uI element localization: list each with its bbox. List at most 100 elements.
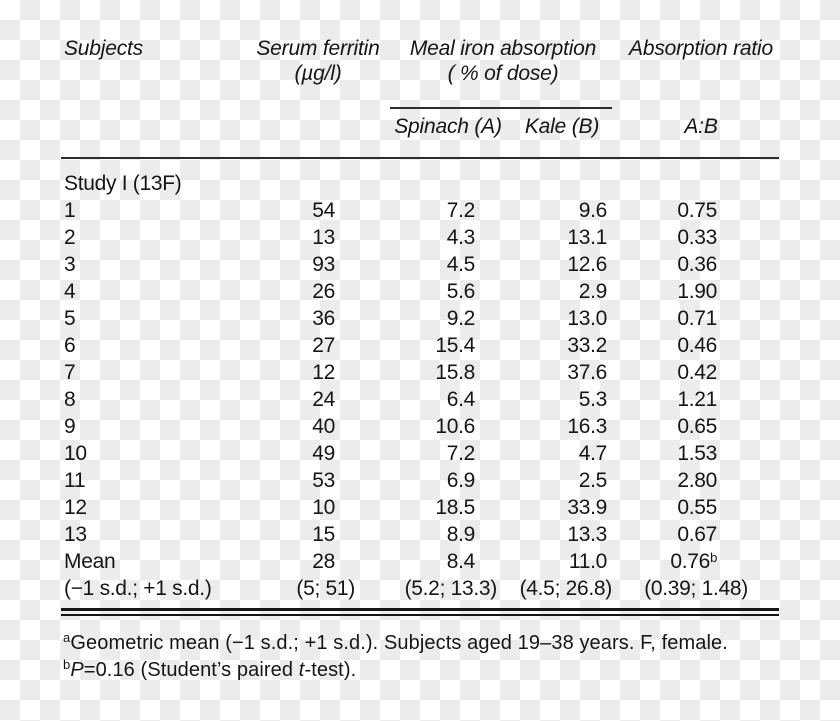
group-label: Study I (13F) bbox=[64, 172, 182, 195]
spacer-cell bbox=[717, 224, 779, 251]
spacer-cell bbox=[717, 278, 779, 305]
spinach-value: 8.9 bbox=[446, 523, 476, 546]
ferritin-value: 13 bbox=[312, 226, 335, 249]
kale-value: 5.3 bbox=[578, 388, 608, 411]
ratio-value: (0.39; 1.48) bbox=[644, 577, 748, 600]
spacer-cell bbox=[717, 548, 779, 575]
spinach-value: 6.9 bbox=[446, 469, 476, 492]
kale-value: 12.6 bbox=[567, 253, 607, 276]
subject-cell: 8 bbox=[64, 388, 76, 411]
kale-value: 11.0 bbox=[568, 550, 607, 573]
spinach-value: 9.2 bbox=[446, 307, 476, 330]
spinach-value: 8.4 bbox=[446, 550, 476, 573]
kale-value: 13.3 bbox=[567, 523, 607, 546]
spacer-cell bbox=[717, 251, 779, 278]
spinach-value: 18.5 bbox=[435, 496, 475, 519]
kale-value: 16.3 bbox=[567, 415, 607, 438]
ferritin-value: 53 bbox=[312, 469, 335, 492]
subject-cell: 4 bbox=[64, 280, 76, 303]
spinach-value: 7.2 bbox=[446, 199, 476, 222]
subject-cell: 7 bbox=[64, 361, 76, 384]
footnote-b-marker: b bbox=[63, 657, 71, 672]
bottom-rule-thick bbox=[61, 608, 779, 611]
spacer-cell bbox=[717, 467, 779, 494]
table-row: 1 54 7.2 9.6 0.75 bbox=[61, 197, 779, 224]
serum-ferritin-line1: Serum ferritin bbox=[256, 37, 380, 60]
ratio-value: 0.75 bbox=[677, 199, 717, 222]
bottom-rule-thin bbox=[61, 614, 779, 616]
footnote-b-text: =0.16 (Student’s paired bbox=[83, 659, 299, 681]
kale-value: 9.6 bbox=[578, 199, 608, 222]
subject-cell: 6 bbox=[64, 334, 76, 357]
ratio-value: 0.33 bbox=[677, 226, 717, 249]
spacer-cell bbox=[717, 197, 779, 224]
meal-iron-spanner-rule bbox=[390, 107, 612, 109]
ferritin-value: 36 bbox=[312, 307, 335, 330]
kale-value: 4.7 bbox=[578, 442, 608, 465]
footnote-b: bP=0.16 (Student’s paired t-test). bbox=[63, 658, 356, 683]
table-row: 9 40 10.6 16.3 0.65 bbox=[61, 413, 779, 440]
spacer-cell bbox=[717, 332, 779, 359]
serum-ferritin-unit: (µg/l) bbox=[294, 62, 342, 85]
footnote-a: aGeometric mean (−1 s.d.; +1 s.d.). Subj… bbox=[63, 631, 728, 656]
table-row: 3 93 4.5 12.6 0.36 bbox=[61, 251, 779, 278]
spacer-cell bbox=[717, 386, 779, 413]
ferritin-value: 10 bbox=[312, 496, 335, 519]
ratio-value: 0.76b bbox=[670, 550, 717, 573]
footnote-b-end: -test). bbox=[304, 659, 357, 681]
ratio-value: 0.36 bbox=[677, 253, 717, 276]
ferritin-value: 54 bbox=[312, 199, 335, 222]
ferritin-value: (5; 51) bbox=[296, 577, 355, 600]
subject-cell: Mean bbox=[64, 550, 116, 573]
spacer-cell bbox=[717, 413, 779, 440]
ratio-value: 1.90 bbox=[677, 280, 717, 303]
spinach-value: 4.3 bbox=[446, 226, 476, 249]
footnote-b-tvar: t bbox=[298, 659, 305, 681]
table-row: 11 53 6.9 2.5 2.80 bbox=[61, 467, 779, 494]
spinach-value: 5.6 bbox=[446, 280, 476, 303]
results-table: Subjects Serum ferritin (µg/l) Meal iron… bbox=[61, 0, 779, 721]
kale-value: (4.5; 26.8) bbox=[519, 577, 613, 600]
kale-value: 13.0 bbox=[567, 307, 607, 330]
spinach-value: 4.5 bbox=[446, 253, 476, 276]
spacer-cell bbox=[717, 359, 779, 386]
ratio-value: 0.67 bbox=[677, 523, 717, 546]
footnote-b-pvar: P bbox=[70, 659, 84, 681]
subject-cell: 5 bbox=[64, 307, 76, 330]
ratio-value: 0.71 bbox=[677, 307, 717, 330]
table-row: 6 27 15.4 33.2 0.46 bbox=[61, 332, 779, 359]
subject-cell: 2 bbox=[64, 226, 76, 249]
subject-cell: 3 bbox=[64, 253, 76, 276]
kale-value: 33.2 bbox=[567, 334, 607, 357]
spacer-cell bbox=[717, 521, 779, 548]
col-header-ratio-ab: A:B bbox=[684, 115, 718, 138]
subject-cell: (−1 s.d.; +1 s.d.) bbox=[64, 577, 212, 600]
subject-cell: 9 bbox=[64, 415, 76, 438]
ratio-value: 0.55 bbox=[677, 496, 717, 519]
table-row: 4 26 5.6 2.9 1.90 bbox=[61, 278, 779, 305]
table-row: 7 12 15.8 37.6 0.42 bbox=[61, 359, 779, 386]
kale-value: 33.9 bbox=[567, 496, 607, 519]
spinach-value: 6.4 bbox=[446, 388, 476, 411]
spinach-value: 15.4 bbox=[435, 334, 475, 357]
meal-iron-line1: Meal iron absorption bbox=[409, 37, 597, 60]
subject-cell: 10 bbox=[64, 442, 87, 465]
subject-cell: 1 bbox=[64, 199, 76, 222]
ferritin-value: 40 bbox=[312, 415, 335, 438]
ratio-value: 0.46 bbox=[677, 334, 717, 357]
ferritin-value: 12 bbox=[312, 361, 335, 384]
mean-ratio-superscript: b bbox=[710, 550, 717, 565]
spacer-cell bbox=[717, 305, 779, 332]
col-header-kale: Kale (B) bbox=[524, 115, 600, 138]
ferritin-value: 26 bbox=[312, 280, 335, 303]
spinach-value: (5.2; 13.3) bbox=[404, 577, 498, 600]
subject-cell: 11 bbox=[64, 469, 86, 492]
ferritin-value: 24 bbox=[312, 388, 335, 411]
ferritin-value: 15 bbox=[312, 523, 335, 546]
spacer-cell bbox=[717, 440, 779, 467]
header-rule bbox=[61, 157, 779, 159]
kale-value: 13.1 bbox=[567, 226, 607, 249]
table-row: 8 24 6.4 5.3 1.21 bbox=[61, 386, 779, 413]
col-header-subjects: Subjects bbox=[64, 37, 143, 60]
spinach-value: 7.2 bbox=[446, 442, 476, 465]
